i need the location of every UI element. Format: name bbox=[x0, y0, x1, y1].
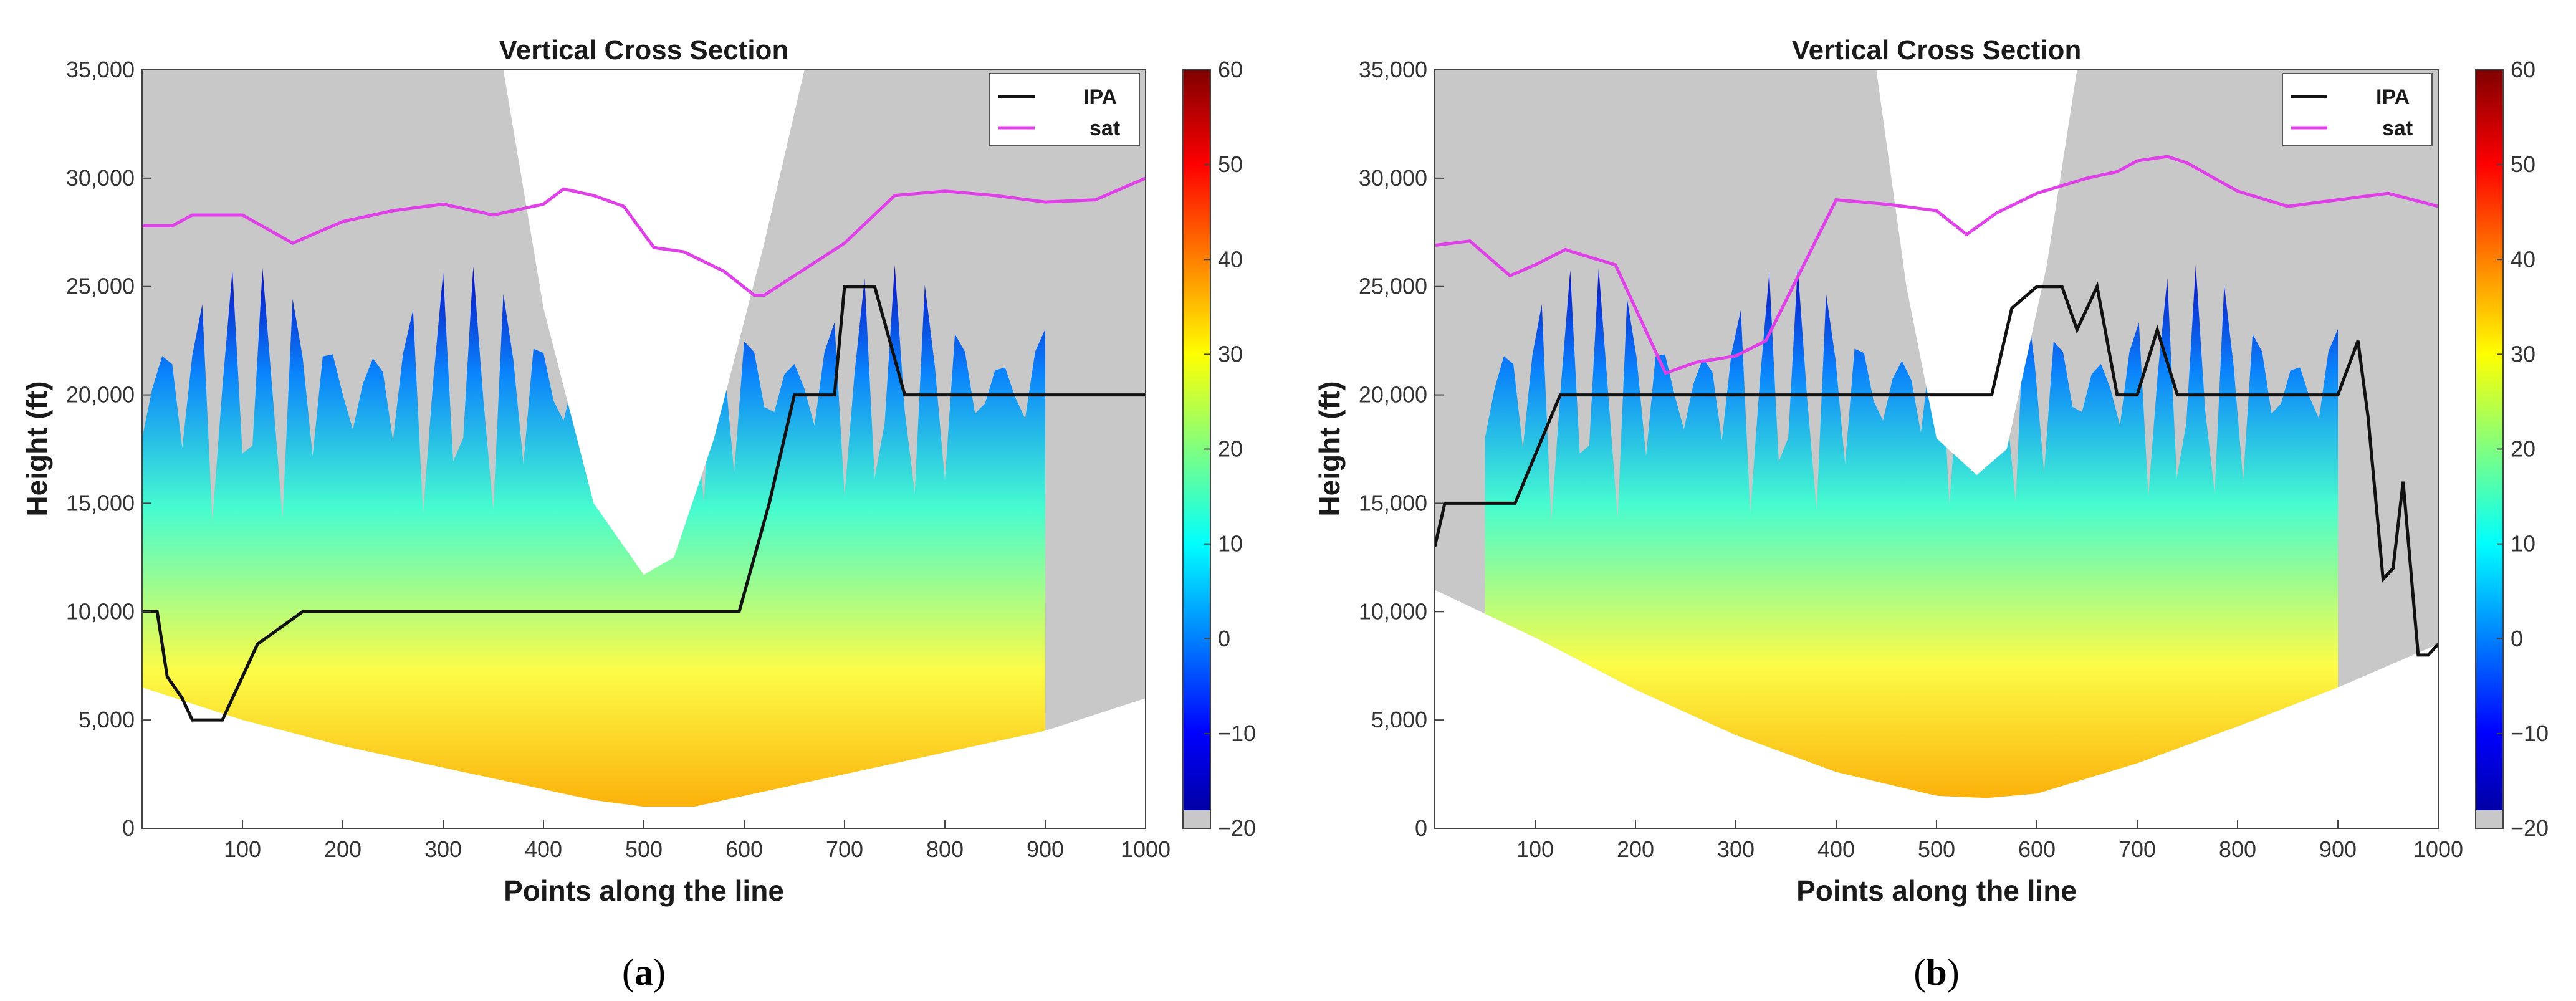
y-tick-label: 35,000 bbox=[1359, 57, 1427, 82]
y-axis-ticks: 0 5,000 10,000 15,000 20,000 25,000 30,000 35,0… bbox=[66, 57, 151, 841]
colorbar-tick-label: 60 bbox=[2511, 57, 2535, 82]
y-tick-label: 10,000 bbox=[1359, 598, 1427, 624]
y-tick-label: 20,000 bbox=[1359, 382, 1427, 408]
colorbar-tick-label: 0 bbox=[2511, 626, 2523, 651]
x-tick-label: 200 bbox=[1617, 836, 1654, 862]
panel-a: Vertical Cross Section 100 200 300 400 500 60… bbox=[21, 35, 1256, 993]
cone-of-silence bbox=[1876, 70, 2077, 476]
colorbar-underflow bbox=[2476, 810, 2503, 828]
x-tick-label: 100 bbox=[1516, 836, 1554, 862]
y-tick-label: 30,000 bbox=[1359, 165, 1427, 191]
legend-box bbox=[989, 73, 1140, 146]
colorbar-tick-label: 50 bbox=[2511, 151, 2535, 177]
panel-letter: a bbox=[634, 952, 653, 993]
y-tick-label: 15,000 bbox=[1359, 490, 1427, 515]
colorbar-ticks: 60 50 40 30 20 10 0 −10 −20 bbox=[1204, 57, 1256, 841]
x-tick-label: 800 bbox=[2219, 836, 2256, 862]
y-tick-label: 0 bbox=[1415, 815, 1427, 841]
panel-caption: (b) bbox=[1913, 952, 1959, 993]
colorbar-tick-label: 50 bbox=[1218, 151, 1243, 177]
x-tick-label: 700 bbox=[826, 836, 863, 862]
colorbar-tick-label: −10 bbox=[2511, 721, 2549, 746]
sat-line bbox=[142, 176, 1146, 297]
y-tick-label: 5,000 bbox=[1371, 707, 1427, 732]
plot-area bbox=[142, 70, 1146, 828]
y-tick-label: 15,000 bbox=[66, 490, 135, 515]
y-tick-label: 10,000 bbox=[66, 598, 135, 624]
colorbar-tick-label: 30 bbox=[2511, 341, 2535, 366]
x-tick-label: 900 bbox=[2319, 836, 2357, 862]
reflectivity-field bbox=[1485, 265, 2338, 798]
x-axis-ticks: 100 200 300 400 500 600 700 800 900 1000 bbox=[224, 820, 1171, 862]
reflectivity-field bbox=[142, 265, 1045, 807]
colorbar-underflow bbox=[1183, 810, 1210, 828]
x-tick-label: 1000 bbox=[1121, 836, 1171, 862]
y-tick-label: 30,000 bbox=[66, 165, 135, 191]
x-tick-label: 600 bbox=[2018, 836, 2056, 862]
legend-ipa-label: IPA bbox=[2376, 85, 2410, 109]
x-tick-label: 800 bbox=[926, 836, 964, 862]
y-tick-label: 5,000 bbox=[79, 707, 135, 732]
x-tick-label: 200 bbox=[324, 836, 362, 862]
colorbar-tick-label: 10 bbox=[2511, 531, 2535, 557]
colorbar-tick-label: −10 bbox=[1218, 721, 1256, 746]
x-tick-label: 1000 bbox=[2413, 836, 2463, 862]
x-tick-label: 700 bbox=[2119, 836, 2156, 862]
plot-area bbox=[1435, 70, 2438, 828]
x-axis-label: Points along the line bbox=[504, 874, 784, 907]
colorbar-tick-label: 20 bbox=[2511, 436, 2535, 462]
y-axis-ticks: 0 5,000 10,000 15,000 20,000 25,000 30,000 35,0… bbox=[1359, 57, 1444, 841]
x-tick-label: 100 bbox=[224, 836, 261, 862]
legend: IPA sat bbox=[2282, 73, 2433, 146]
colorbar-tick-label: 0 bbox=[1218, 626, 1230, 651]
x-tick-label: 400 bbox=[525, 836, 562, 862]
colorbar-tick-label: 20 bbox=[1218, 436, 1243, 462]
terrain-mask bbox=[1435, 590, 2438, 828]
legend: IPA sat bbox=[989, 73, 1140, 146]
colorbar-tick-label: 30 bbox=[1218, 341, 1243, 366]
colorbar-tick-label: 40 bbox=[2511, 246, 2535, 272]
terrain-mask bbox=[142, 687, 1146, 828]
colorbar-ticks: 60 50 40 30 20 10 0 −10 −20 bbox=[2497, 57, 2549, 841]
x-tick-label: 900 bbox=[1027, 836, 1064, 862]
cone-of-silence bbox=[503, 70, 805, 575]
x-tick-label: 600 bbox=[725, 836, 763, 862]
x-tick-label: 400 bbox=[1817, 836, 1855, 862]
y-tick-label: 35,000 bbox=[66, 57, 135, 82]
x-tick-label: 500 bbox=[1918, 836, 1955, 862]
x-axis-ticks: 100 200 300 400 500 600 700 800 900 1000 bbox=[1516, 820, 2463, 862]
x-tick-label: 300 bbox=[1717, 836, 1755, 862]
legend-sat-label: sat bbox=[2382, 117, 2413, 140]
colorbar-tick-label: −20 bbox=[1218, 815, 1256, 841]
colorbar-tick-label: 40 bbox=[1218, 246, 1243, 272]
legend-ipa-label: IPA bbox=[1083, 85, 1117, 109]
colorbar-tick-label: −20 bbox=[2511, 815, 2549, 841]
y-tick-label: 20,000 bbox=[66, 382, 135, 408]
sat-line bbox=[1435, 155, 2438, 375]
panel-caption: (a) bbox=[622, 952, 666, 993]
y-tick-label: 25,000 bbox=[1359, 274, 1427, 299]
y-tick-label: 25,000 bbox=[66, 274, 135, 299]
colorbar-tick-label: 10 bbox=[1218, 531, 1243, 557]
colorbar-tick-label: 60 bbox=[1218, 57, 1243, 82]
panel-b: Vertical Cross Section 100 200 300 400 500 60… bbox=[1313, 35, 2549, 993]
ipa-line bbox=[1435, 281, 2438, 657]
y-axis-label: Height (ft) bbox=[1313, 381, 1346, 516]
x-tick-label: 300 bbox=[424, 836, 462, 862]
y-tick-label: 0 bbox=[122, 815, 135, 841]
chart-title: Vertical Cross Section bbox=[1792, 35, 2082, 65]
chart-title: Vertical Cross Section bbox=[499, 35, 789, 65]
legend-sat-label: sat bbox=[1089, 117, 1120, 140]
ipa-line bbox=[142, 285, 1146, 722]
y-axis-label: Height (ft) bbox=[21, 381, 53, 516]
x-tick-label: 500 bbox=[625, 836, 663, 862]
panel-letter: b bbox=[1926, 952, 1946, 993]
x-axis-label: Points along the line bbox=[1796, 874, 2077, 907]
legend-box bbox=[2282, 73, 2433, 146]
